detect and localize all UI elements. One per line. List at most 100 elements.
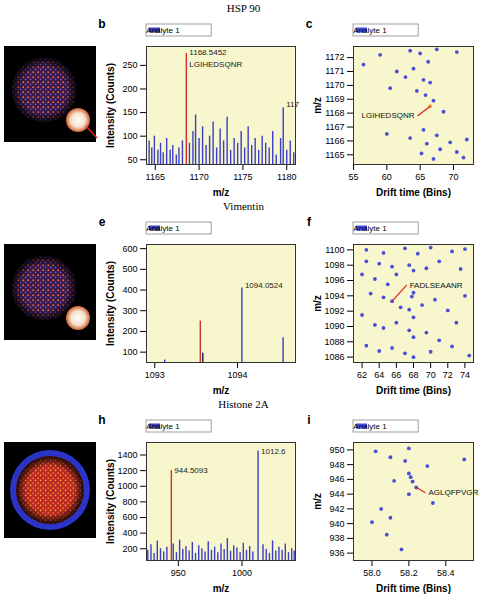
svg-text:55: 55: [348, 172, 358, 182]
svg-text:600: 600: [122, 512, 137, 522]
svg-text:m/z: m/z: [312, 97, 323, 114]
svg-text:950: 950: [171, 568, 186, 578]
svg-text:Intensity (Counts): Intensity (Counts): [105, 261, 116, 346]
svg-text:944: 944: [329, 489, 344, 499]
svg-text:1165: 1165: [325, 150, 344, 160]
svg-text:72: 72: [443, 370, 453, 380]
svg-text:400: 400: [122, 285, 137, 295]
svg-text:1175: 1175: [233, 172, 252, 182]
svg-text:938: 938: [329, 533, 344, 543]
svg-text:65: 65: [415, 172, 425, 182]
svg-text:1000: 1000: [232, 568, 252, 578]
svg-text:58.2: 58.2: [400, 568, 418, 578]
svg-text:1165: 1165: [146, 172, 165, 182]
svg-text:940: 940: [329, 519, 344, 529]
svg-text:1090: 1090: [324, 321, 344, 331]
svg-text:1094.0524: 1094.0524: [245, 281, 283, 290]
svg-text:500: 500: [122, 264, 137, 274]
svg-text:944.5093: 944.5093: [174, 466, 208, 475]
svg-text:1096: 1096: [324, 275, 344, 285]
svg-text:1168: 1168: [325, 108, 344, 118]
svg-text:300: 300: [122, 306, 137, 316]
svg-text:1092: 1092: [324, 306, 344, 316]
svg-text:Intensity (Counts): Intensity (Counts): [105, 459, 116, 544]
svg-text:64: 64: [374, 370, 384, 380]
svg-text:66: 66: [391, 370, 401, 380]
svg-text:50: 50: [127, 155, 137, 165]
svg-text:1200: 1200: [117, 466, 137, 476]
svg-text:1086: 1086: [324, 352, 344, 362]
svg-text:1172: 1172: [325, 52, 344, 62]
svg-text:m/z: m/z: [312, 493, 323, 510]
svg-text:936: 936: [329, 548, 344, 558]
svg-text:Intensity (Counts): Intensity (Counts): [105, 63, 116, 148]
svg-text:1167: 1167: [325, 122, 344, 132]
svg-text:1094: 1094: [228, 370, 248, 380]
svg-text:200: 200: [122, 326, 137, 336]
svg-text:i: i: [307, 413, 310, 427]
svg-text:1171: 1171: [325, 66, 344, 76]
svg-text:1094: 1094: [324, 291, 344, 301]
html-text:Vimentin: Vimentin: [223, 200, 264, 212]
svg-text:60: 60: [382, 172, 392, 182]
svg-text:m/z: m/z: [312, 295, 323, 312]
svg-text:m/z: m/z: [213, 187, 230, 198]
svg-text:1098: 1098: [324, 260, 344, 270]
svg-text:1168.5452: 1168.5452: [189, 48, 227, 57]
svg-text:70: 70: [426, 370, 436, 380]
svg-text:1088: 1088: [324, 337, 344, 347]
svg-text:Analyte 1: Analyte 1: [353, 422, 387, 431]
svg-text:AGLQFPVGR: AGLQFPVGR: [429, 488, 479, 497]
svg-text:950: 950: [329, 445, 344, 455]
svg-text:1093: 1093: [145, 370, 165, 380]
svg-text:FADLSEAANR: FADLSEAANR: [410, 281, 463, 290]
svg-text:1170: 1170: [325, 80, 344, 90]
svg-text:1100: 1100: [325, 245, 344, 255]
svg-text:942: 942: [329, 504, 344, 514]
svg-text:62: 62: [357, 370, 367, 380]
svg-text:c: c: [306, 17, 313, 31]
svg-text:100: 100: [122, 131, 137, 141]
html-text:Histone 2A: Histone 2A: [218, 398, 269, 410]
svg-text:600: 600: [122, 244, 137, 254]
svg-text:117: 117: [286, 100, 299, 109]
svg-text:1170: 1170: [189, 172, 208, 182]
svg-text:1000: 1000: [117, 481, 137, 491]
svg-text:800: 800: [122, 497, 137, 507]
svg-text:1180: 1180: [277, 172, 296, 182]
svg-text:1012.6: 1012.6: [261, 447, 286, 456]
svg-text:LGIHEDSQNR: LGIHEDSQNR: [189, 60, 242, 69]
svg-text:150: 150: [122, 107, 137, 117]
svg-text:Analyte 1: Analyte 1: [146, 422, 180, 431]
svg-text:400: 400: [122, 528, 137, 538]
svg-text:b: b: [98, 17, 105, 31]
svg-text:m/z: m/z: [213, 583, 230, 594]
svg-text:Analyte 1: Analyte 1: [146, 26, 180, 35]
svg-text:f: f: [307, 215, 312, 229]
svg-text:e: e: [99, 215, 106, 229]
svg-text:68: 68: [408, 370, 418, 380]
svg-text:Drift time (Bins): Drift time (Bins): [376, 583, 451, 594]
svg-text:LGIHEDSQNR: LGIHEDSQNR: [362, 111, 415, 120]
svg-text:70: 70: [448, 172, 458, 182]
svg-text:h: h: [98, 413, 105, 427]
html-text:HSP 90: HSP 90: [226, 2, 261, 14]
svg-text:1400: 1400: [117, 450, 137, 460]
svg-text:74: 74: [460, 370, 470, 380]
svg-text:58.0: 58.0: [363, 568, 381, 578]
svg-text:1166: 1166: [325, 136, 344, 146]
svg-text:250: 250: [122, 60, 137, 70]
svg-text:946: 946: [329, 474, 344, 484]
svg-text:Analyte 1: Analyte 1: [146, 224, 180, 233]
svg-text:200: 200: [122, 84, 137, 94]
svg-text:Drift time (Bins): Drift time (Bins): [376, 385, 451, 396]
svg-text:58.4: 58.4: [437, 568, 455, 578]
svg-text:100: 100: [122, 347, 137, 357]
svg-text:Analyte 1: Analyte 1: [353, 224, 387, 233]
svg-text:948: 948: [329, 460, 344, 470]
svg-text:1169: 1169: [325, 94, 344, 104]
svg-text:Drift time (Bins): Drift time (Bins): [376, 187, 451, 198]
svg-text:200: 200: [122, 544, 137, 554]
svg-text:m/z: m/z: [213, 385, 230, 396]
svg-text:Analyte 1: Analyte 1: [353, 26, 387, 35]
